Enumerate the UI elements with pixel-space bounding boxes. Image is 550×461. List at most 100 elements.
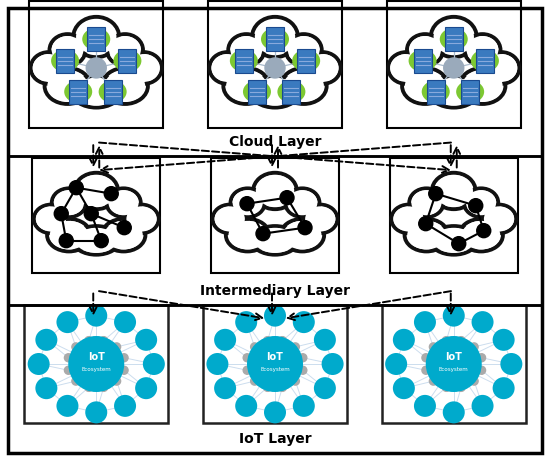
Circle shape: [471, 311, 493, 333]
Circle shape: [444, 58, 464, 78]
Ellipse shape: [285, 34, 322, 66]
Ellipse shape: [45, 68, 91, 104]
Circle shape: [457, 384, 465, 391]
Bar: [387, 1, 521, 128]
Circle shape: [247, 336, 303, 392]
Circle shape: [243, 366, 251, 374]
Ellipse shape: [432, 173, 476, 209]
Ellipse shape: [102, 68, 148, 104]
Circle shape: [240, 197, 254, 211]
Circle shape: [235, 395, 257, 417]
Ellipse shape: [76, 19, 117, 55]
Ellipse shape: [33, 54, 64, 82]
Ellipse shape: [307, 54, 338, 82]
Circle shape: [243, 354, 251, 362]
Circle shape: [393, 377, 415, 399]
Ellipse shape: [36, 207, 66, 231]
Ellipse shape: [226, 219, 270, 251]
Ellipse shape: [210, 52, 245, 84]
Circle shape: [385, 353, 407, 375]
Ellipse shape: [280, 219, 324, 251]
Bar: [390, 159, 518, 273]
Text: IoT: IoT: [446, 352, 462, 362]
Circle shape: [120, 366, 128, 374]
Circle shape: [85, 337, 93, 345]
Ellipse shape: [471, 50, 499, 72]
Ellipse shape: [104, 70, 145, 102]
Bar: [382, 305, 526, 423]
Ellipse shape: [31, 52, 67, 84]
Ellipse shape: [73, 226, 120, 254]
Ellipse shape: [106, 189, 141, 217]
Circle shape: [235, 311, 257, 333]
Ellipse shape: [230, 50, 258, 72]
Circle shape: [265, 58, 285, 78]
Ellipse shape: [283, 221, 322, 249]
Ellipse shape: [464, 34, 500, 66]
Ellipse shape: [292, 50, 320, 72]
Bar: [297, 49, 315, 73]
Ellipse shape: [102, 219, 145, 251]
Circle shape: [493, 329, 515, 351]
Circle shape: [94, 234, 108, 248]
Ellipse shape: [252, 17, 298, 57]
Bar: [235, 49, 253, 73]
Circle shape: [299, 366, 307, 374]
Ellipse shape: [104, 221, 143, 249]
Circle shape: [135, 377, 157, 399]
Ellipse shape: [392, 205, 426, 233]
Ellipse shape: [440, 28, 467, 50]
Ellipse shape: [230, 189, 265, 217]
Ellipse shape: [233, 190, 263, 215]
Ellipse shape: [466, 36, 498, 64]
Bar: [87, 27, 105, 51]
Circle shape: [422, 366, 430, 374]
Circle shape: [443, 402, 465, 423]
Circle shape: [117, 221, 131, 235]
Circle shape: [114, 311, 136, 333]
Bar: [248, 80, 266, 104]
Ellipse shape: [432, 78, 475, 106]
Circle shape: [64, 366, 73, 374]
Ellipse shape: [462, 221, 501, 249]
Circle shape: [422, 354, 430, 362]
Ellipse shape: [390, 54, 422, 82]
Ellipse shape: [107, 34, 143, 66]
Circle shape: [113, 343, 120, 351]
Ellipse shape: [409, 50, 437, 72]
Bar: [103, 80, 122, 104]
Ellipse shape: [52, 189, 86, 217]
Ellipse shape: [287, 190, 317, 215]
Ellipse shape: [212, 54, 243, 82]
Ellipse shape: [253, 173, 297, 209]
Circle shape: [393, 329, 415, 351]
Circle shape: [113, 377, 120, 385]
Circle shape: [414, 395, 436, 417]
Ellipse shape: [223, 68, 270, 104]
Circle shape: [35, 329, 57, 351]
Ellipse shape: [459, 68, 505, 104]
Circle shape: [84, 207, 98, 221]
Circle shape: [477, 354, 486, 362]
Circle shape: [59, 234, 73, 248]
Circle shape: [493, 377, 515, 399]
Ellipse shape: [288, 36, 320, 64]
Circle shape: [452, 236, 466, 251]
Circle shape: [85, 305, 107, 327]
Circle shape: [442, 337, 450, 345]
Ellipse shape: [226, 70, 267, 102]
Ellipse shape: [254, 78, 296, 106]
Text: IoT Layer: IoT Layer: [239, 432, 311, 446]
Circle shape: [430, 377, 437, 385]
Ellipse shape: [464, 189, 498, 217]
Ellipse shape: [255, 19, 295, 55]
Ellipse shape: [459, 219, 503, 251]
Circle shape: [442, 384, 450, 391]
Bar: [282, 80, 300, 104]
Ellipse shape: [303, 205, 337, 233]
Ellipse shape: [72, 76, 121, 107]
Circle shape: [500, 353, 522, 375]
Ellipse shape: [73, 17, 119, 57]
Circle shape: [264, 402, 286, 423]
Circle shape: [100, 384, 108, 391]
